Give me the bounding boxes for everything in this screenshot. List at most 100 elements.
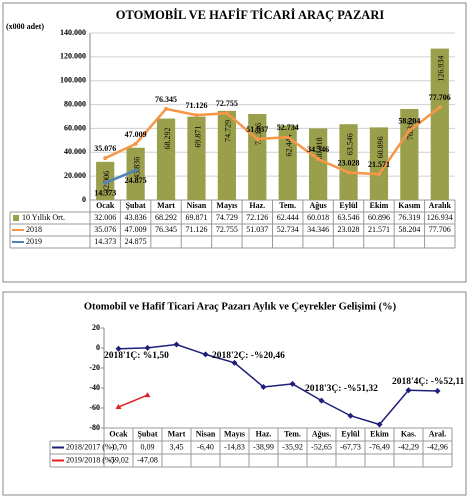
y-tick-label: 60.000	[64, 123, 86, 132]
x-tick-label: Ağus.	[312, 429, 331, 438]
y-tick-label: 20.000	[64, 171, 86, 180]
line-series	[118, 394, 148, 408]
bar-value-label: 60.018	[315, 137, 324, 159]
x-tick-label: Nisan	[187, 201, 207, 210]
x-tick-label: Ocak	[96, 201, 115, 210]
bar-value-label: 74.729	[224, 120, 233, 142]
marker	[144, 344, 151, 351]
table-cell: 76.345	[155, 225, 177, 234]
table-cell: -76,49	[369, 442, 390, 451]
bar-value-label: 72.126	[254, 123, 263, 145]
bar-value-label: 63.546	[345, 133, 354, 155]
annotation: 2018'3Ç: -%51,32	[305, 384, 378, 394]
marker	[224, 111, 229, 116]
table-cell: 72.126	[246, 213, 268, 222]
x-tick-label: Ağus	[309, 201, 326, 210]
legend-label: 10 Yıllık Ort.	[22, 213, 65, 222]
table-cell: 60.896	[368, 213, 390, 222]
chart-frame	[2, 2, 467, 283]
table-cell: -67,73	[340, 442, 361, 451]
marker	[407, 128, 412, 133]
y-tick-label: 0	[96, 343, 100, 352]
table-cell: -47,08	[137, 455, 158, 464]
y-tick-label: 140.000	[60, 28, 86, 37]
x-tick-label: Haz.	[256, 429, 272, 438]
marker	[285, 135, 290, 140]
data-label: 76.345	[155, 95, 177, 104]
table-cell: 68.292	[155, 213, 177, 222]
marker	[255, 137, 260, 142]
table-cell: 63.546	[338, 213, 360, 222]
legend-label: 2019/2018 (%)	[66, 455, 115, 464]
bar	[400, 108, 419, 200]
data-label: 58.204	[398, 116, 420, 125]
bar-value-label: 68.292	[163, 128, 172, 150]
y-tick-label: 40.000	[64, 147, 86, 156]
data-label: 77.706	[429, 93, 451, 102]
x-tick-label: Ocak	[109, 429, 128, 438]
y-tick-label: -80	[89, 423, 100, 432]
table-cell: 126.934	[427, 213, 453, 222]
data-label: 14.373	[94, 189, 116, 198]
legend-swatch	[13, 215, 19, 221]
x-tick-label: Şubat	[137, 429, 157, 438]
x-tick-label: Eylül	[339, 201, 358, 210]
marker	[437, 105, 442, 110]
x-tick-label: Mart	[168, 429, 186, 438]
data-label: 71.126	[185, 101, 207, 110]
table-cell: -38,99	[253, 442, 274, 451]
line-series	[104, 106, 441, 176]
data-label: 35.076	[94, 144, 116, 153]
table-cell: 52.734	[277, 225, 299, 234]
x-tick-label: Aralık	[429, 201, 452, 210]
marker	[194, 113, 199, 118]
table-cell: 43.836	[125, 213, 147, 222]
bar	[339, 124, 358, 200]
line-series	[104, 169, 137, 185]
marker	[346, 170, 351, 175]
chart-title: Otomobil ve Hafif Ticari Araç Pazarı Ayl…	[84, 301, 397, 312]
marker	[347, 412, 354, 419]
legend-label: 2018	[26, 225, 42, 234]
table-cell: -42,29	[398, 442, 419, 451]
bar	[156, 118, 176, 200]
marker	[231, 359, 238, 366]
y-tick-label: 120.000	[60, 52, 86, 61]
marker	[164, 106, 169, 111]
data-label: 52.734	[277, 123, 299, 132]
chart-frame	[2, 291, 467, 496]
y-tick-label: -40	[89, 383, 100, 392]
table-cell: -59,02	[108, 455, 129, 464]
x-tick-label: Tem.	[284, 429, 301, 438]
bar-value-label: 69.871	[193, 126, 202, 148]
x-tick-label: Mayıs	[224, 429, 245, 438]
x-tick-label: Kas.	[401, 429, 416, 438]
annotation: 2018'4Ç: -%52,11	[392, 377, 465, 387]
data-label: 24.875	[125, 176, 147, 185]
bar	[309, 128, 328, 200]
table-cell: 21.571	[368, 225, 390, 234]
table-cell: 71.126	[185, 225, 207, 234]
marker	[144, 392, 151, 398]
marker	[133, 168, 138, 173]
line-series	[118, 343, 438, 426]
x-tick-label: Haz.	[249, 201, 265, 210]
table-cell: 51.037	[246, 225, 268, 234]
table-cell: 74.729	[216, 213, 238, 222]
table-cell: 14.373	[94, 237, 116, 246]
bar	[126, 147, 145, 200]
marker	[405, 387, 412, 394]
bar	[278, 125, 297, 200]
marker	[318, 397, 325, 404]
marker	[115, 404, 122, 410]
table-cell: 69.871	[185, 213, 207, 222]
table-cell: 72.755	[216, 225, 238, 234]
legend-label: 2018/2017 (%)	[66, 442, 115, 451]
table-cell: 3,45	[170, 442, 184, 451]
table-cell: 35.076	[94, 225, 116, 234]
table-cell: 0,09	[141, 442, 155, 451]
table-cell: 32.006	[94, 213, 116, 222]
table-cell: 62.444	[277, 213, 299, 222]
table-cell: -6,40	[197, 442, 214, 451]
